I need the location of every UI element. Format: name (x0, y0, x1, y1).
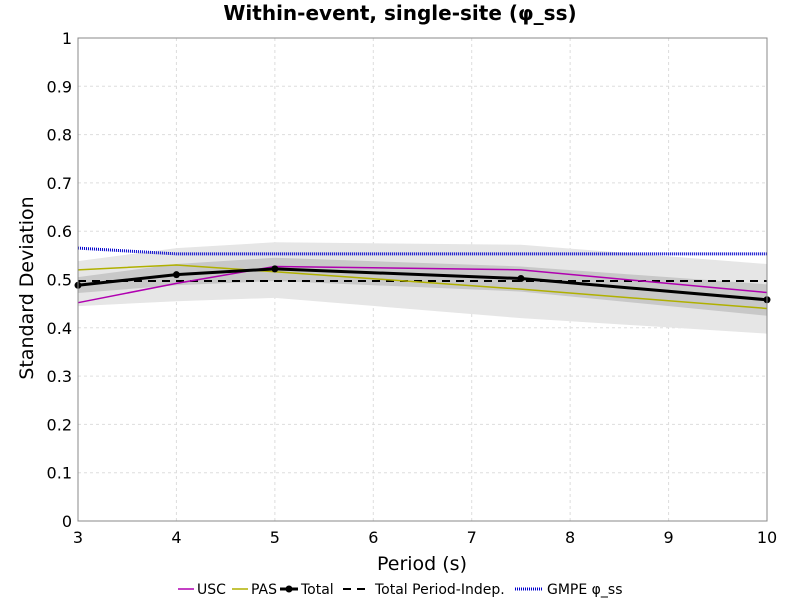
y-tick-label: 0.8 (47, 126, 72, 145)
confidence-band (78, 257, 767, 316)
x-axis-label: Period (s) (377, 553, 467, 575)
x-tick-label: 5 (270, 528, 280, 547)
legend-label-4: GMPE φ_ss (547, 582, 623, 598)
y-tick-label: 0.5 (47, 271, 72, 290)
x-axis-ticks: 3 4 5 6 7 8 9 10 (73, 528, 777, 547)
total-data-point (271, 265, 279, 273)
x-tick-label: 9 (663, 528, 673, 547)
x-tick-label: 7 (467, 528, 477, 547)
y-axis-ticks: 0 0.1 0.2 0.3 0.4 0.5 0.6 0.7 0.8 0.9 1 (47, 29, 72, 531)
series-lines (74, 246, 771, 310)
legend-marker (285, 585, 293, 593)
legend: USC PAS Total Total Period-Indep. GMPE φ_ss (178, 582, 623, 598)
legend-label-1: PAS (251, 582, 277, 598)
x-tick-label: 4 (171, 528, 181, 547)
y-tick-label: 0.1 (47, 464, 72, 483)
y-tick-label: 0.4 (47, 319, 72, 338)
y-tick-label: 0.6 (47, 222, 72, 241)
legend-label-3: Total Period-Indep. (374, 582, 505, 598)
chart-title: Within-event, single-site (φ_ss) (223, 1, 576, 25)
y-tick-label: 0.2 (47, 415, 72, 434)
legend-label-0: USC (197, 582, 226, 598)
plot-frame (77, 37, 768, 522)
y-tick-label: 0.9 (47, 77, 72, 96)
y-tick-label: 0.7 (47, 174, 72, 193)
plot-area (74, 37, 771, 522)
confidence-bands (78, 242, 767, 334)
y-tick-label: 1 (62, 29, 72, 48)
x-tick-label: 6 (368, 528, 378, 547)
x-tick-label: 8 (565, 528, 575, 547)
y-axis-label: Standard Deviation (16, 196, 38, 379)
y-tick-label: 0 (62, 512, 72, 531)
x-tick-label: 3 (73, 528, 83, 547)
total-data-point (172, 271, 180, 279)
y-tick-label: 0.3 (47, 367, 72, 386)
x-tick-label: 10 (757, 528, 777, 547)
total-data-point (517, 275, 525, 283)
legend-label-2: Total (300, 582, 334, 598)
